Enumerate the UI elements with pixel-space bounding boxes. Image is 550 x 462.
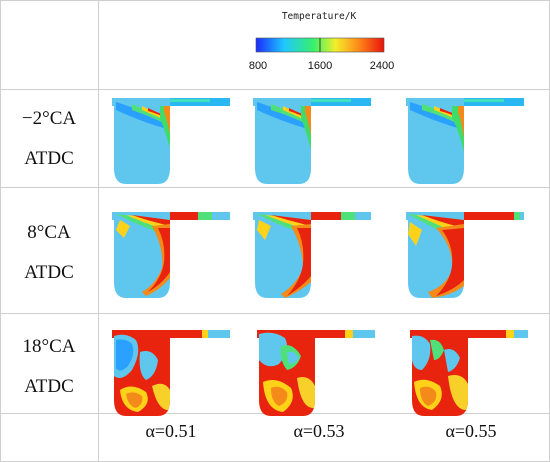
contour-r1-c2 [253, 98, 371, 184]
colorbar [255, 37, 385, 53]
contour-row-3 [112, 330, 528, 416]
column-3-alpha: α=0.55 [445, 421, 497, 441]
contour-row-1 [112, 98, 524, 184]
column-1-alpha: α=0.51 [145, 421, 197, 441]
contour-r1-c3 [406, 98, 524, 184]
row-3-crank-angle: 18°CA [22, 336, 76, 357]
contour-r1-c1 [112, 98, 230, 184]
colorbar-tick-mid: 1600 [307, 60, 333, 72]
colorbar-title: Temperature/K [281, 11, 357, 22]
colorbar-tick-max: 2400 [369, 60, 395, 72]
column-2-alpha: α=0.53 [293, 421, 345, 441]
contour-r3-c1 [112, 330, 230, 416]
contour-r3-c3 [410, 330, 528, 416]
contour-r2-c3 [406, 212, 524, 298]
row-1-crank-angle: −2°CA [21, 108, 77, 129]
colorbar-tick-min: 800 [248, 60, 268, 72]
row-2-crank-angle: 8°CA [27, 222, 71, 243]
row-1-atdc: ATDC [24, 148, 74, 169]
row-2-atdc: ATDC [24, 262, 74, 283]
contour-r2-c1 [112, 212, 230, 298]
contour-row-2 [112, 212, 524, 298]
contour-r2-c2 [253, 212, 371, 298]
row-3-atdc: ATDC [24, 376, 74, 397]
contour-r3-c2 [257, 330, 375, 416]
